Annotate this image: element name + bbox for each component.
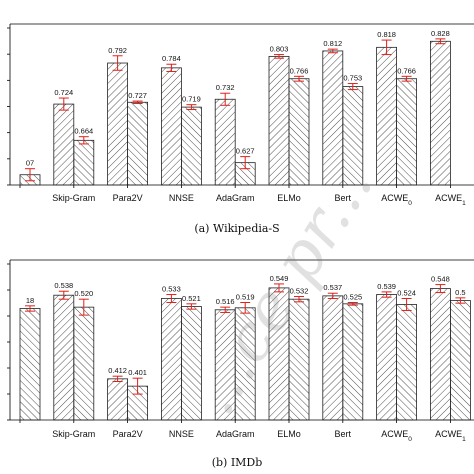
value-label: 0.627 — [236, 147, 255, 156]
value-label: 0.812 — [323, 39, 342, 48]
bar — [322, 295, 344, 421]
x-tick-label: Skip-Gram — [52, 193, 95, 203]
bar — [73, 139, 95, 186]
value-label: 0.803 — [270, 45, 289, 54]
x-tick-label: Bert — [335, 193, 352, 203]
value-label: 0.5 — [455, 288, 465, 297]
bar — [376, 294, 398, 421]
bar — [19, 308, 41, 421]
value-label: 0.539 — [377, 282, 396, 291]
value-label: 0.766 — [290, 66, 309, 75]
x-tick-label: ACWE1 — [435, 193, 466, 207]
value-label: 0.784 — [162, 54, 181, 63]
value-label: 0.719 — [182, 95, 201, 104]
chart-panel-wikipedia: 07 0.724 0.664 Skip-Gram 0.792 0.727 Para2V 0.7… — [7, 23, 474, 207]
value-label: 0.524 — [397, 289, 416, 298]
x-tick-label: NNSE — [169, 429, 194, 439]
bar — [288, 78, 310, 186]
bar — [160, 67, 182, 186]
bar — [107, 62, 128, 186]
x-tick-label: Skip-Gram — [52, 429, 95, 439]
bar — [214, 98, 236, 186]
x-tick-label: ACWE0 — [381, 429, 412, 443]
x-tick-label: ACWE0 — [381, 193, 412, 207]
bar — [396, 304, 418, 421]
bar — [53, 294, 75, 421]
x-tick-label: Para2V — [113, 429, 143, 439]
value-label: 07 — [26, 159, 34, 168]
value-label: 0.792 — [108, 46, 127, 55]
bar — [429, 40, 451, 186]
value-label: 18 — [26, 296, 34, 305]
value-label: 0.549 — [270, 274, 289, 283]
x-tick-label: ELMo — [277, 193, 301, 203]
x-tick-label: ACWE1 — [435, 429, 466, 443]
value-label: 0.521 — [182, 294, 201, 303]
bar — [53, 103, 75, 186]
value-label: 0.516 — [216, 297, 235, 306]
x-tick-label: AdaGram — [216, 193, 255, 203]
bar — [107, 378, 128, 421]
value-label: 0.818 — [377, 30, 396, 39]
value-label: 0.727 — [128, 91, 147, 100]
x-tick-label: ELMo — [277, 429, 301, 439]
bar — [73, 306, 95, 421]
value-label: 0.664 — [74, 127, 93, 136]
bar — [342, 303, 364, 421]
caption-wikipedia: (a) Wikipedia-S — [194, 222, 279, 235]
value-label: 0.753 — [343, 74, 362, 83]
value-label: 0.532 — [290, 287, 309, 296]
value-label: 0.828 — [431, 29, 450, 38]
bar — [429, 288, 451, 421]
value-label: 0.519 — [236, 293, 255, 302]
bar — [396, 78, 418, 186]
value-label: 0.548 — [431, 275, 450, 284]
value-label: 0.537 — [323, 283, 342, 292]
x-tick-label: Para2V — [113, 193, 143, 203]
bar — [376, 46, 398, 186]
caption-imdb: (b) IMDb — [212, 456, 263, 469]
bar — [160, 298, 182, 421]
value-label: 0.520 — [74, 289, 93, 298]
value-label: 0.724 — [54, 88, 73, 97]
bar — [268, 55, 290, 186]
bar — [127, 101, 148, 186]
value-label: 0.401 — [128, 368, 147, 377]
bar — [449, 300, 471, 421]
value-label: 0.538 — [54, 281, 73, 290]
value-label: 0.412 — [108, 366, 127, 375]
x-tick-label: Bert — [335, 429, 352, 439]
x-tick-label: AdaGram — [216, 429, 255, 439]
x-tick-label: NNSE — [169, 193, 194, 203]
bar — [180, 106, 202, 186]
value-label: 0.525 — [343, 293, 362, 302]
value-label: 0.533 — [162, 285, 181, 294]
value-label: 0.732 — [216, 83, 235, 92]
value-label: 0.766 — [397, 66, 416, 75]
